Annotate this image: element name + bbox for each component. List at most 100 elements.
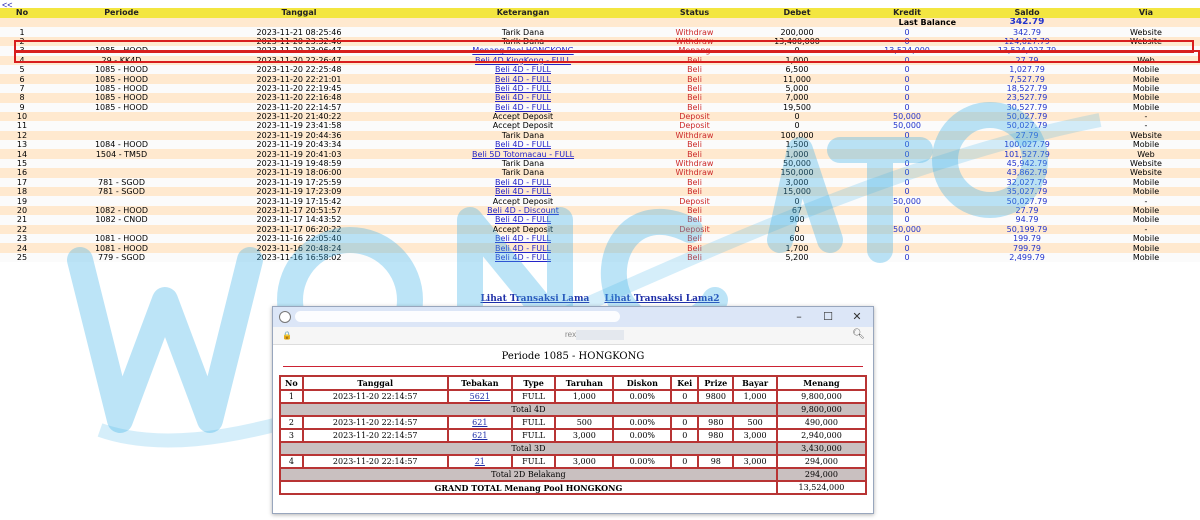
bet-detail-link[interactable]: Beli 4D - FULL: [495, 74, 551, 84]
cell-debet: 0: [742, 111, 852, 122]
cell-via: Mobile: [1092, 74, 1200, 84]
bet-detail-link[interactable]: Beli 4D - FULL: [495, 102, 551, 112]
detail-header-row: No Tanggal Tebakan Type Taruhan Diskon K…: [279, 375, 868, 391]
table-row: 8 1085 - HOOD 2023-11-20 22:16:48 Beli 4D -…: [0, 93, 1200, 103]
popup-title: Periode 1085 - HONGKONG: [501, 351, 645, 362]
cell-saldo: 30,527.79: [962, 102, 1092, 112]
cell-ket: Accept Deposit: [399, 111, 647, 122]
cell-kredit: 0: [852, 102, 962, 112]
last-balance-row: Last Balance 342.79: [0, 18, 1200, 28]
table-row: 19 2023-11-19 17:15:42 Accept Deposit Depos…: [0, 196, 1200, 206]
cell-tanggal: 2023-11-20 21:40:22: [199, 111, 399, 122]
bet-detail-link[interactable]: Beli 5D Totomacau - FULL: [471, 149, 575, 159]
cell-tanggal: 2023-11-19 20:43:34: [199, 140, 399, 150]
cell-no: 10: [0, 111, 44, 122]
cell-no: 5: [0, 64, 44, 75]
cell-via: Website: [1092, 168, 1200, 178]
group-total-row: Total 2D Belakang 294,000: [279, 467, 868, 482]
cell-saldo: 27.79: [962, 130, 1092, 141]
cell-debet: 11,000: [742, 74, 852, 84]
cell-kredit: 0: [852, 187, 962, 197]
table-row: 6 1085 - HOOD 2023-11-20 22:21:01 Beli 4D -…: [0, 74, 1200, 84]
group-total-label: Total 3D: [279, 441, 778, 456]
cell-periode: [44, 27, 199, 37]
cell-ket: Tarik Dana: [399, 130, 647, 141]
window-title-redacted: [295, 311, 620, 322]
cell-saldo: 199.79: [962, 233, 1092, 244]
cell-via: -: [1092, 121, 1200, 131]
bet-detail-link[interactable]: Beli 4D - FULL: [495, 65, 551, 75]
bet-detail-link[interactable]: Beli 4D - FULL: [495, 93, 551, 103]
cell-no: 13: [0, 140, 44, 150]
cell-debet: 1,000: [742, 149, 852, 159]
detail-cell-taruhan: 3,000: [554, 454, 615, 469]
address-bar[interactable]: 🔒 rex 🔍︎: [273, 327, 873, 345]
col-debet: Debet: [742, 8, 852, 18]
detail-cell-prize: 9800: [697, 389, 735, 404]
cell-periode: 1085 - HOOD: [44, 83, 199, 94]
bet-detail-table: No Tanggal Tebakan Type Taruhan Diskon K…: [279, 375, 868, 495]
cell-no: 6: [0, 74, 44, 84]
cell-kredit: 50,000: [852, 196, 962, 206]
cell-kredit: 0: [852, 233, 962, 244]
cell-periode: 1085 - HOOD: [44, 102, 199, 112]
col-periode: Periode: [44, 8, 199, 18]
cell-ket: Beli 4D KingKong - FULL: [399, 55, 647, 65]
cell-periode: [44, 130, 199, 141]
detail-cell-no: 4: [279, 454, 304, 469]
cell-tanggal: 2023-11-17 14:43:52: [199, 215, 399, 225]
cell-ket: Tarik Dana: [399, 158, 647, 169]
bet-detail-link[interactable]: Beli 4D - FULL: [495, 187, 551, 197]
cell-status: Beli: [647, 55, 742, 65]
cell-status: Beli: [647, 93, 742, 103]
cell-no: 1: [0, 27, 44, 37]
col-saldo: Saldo: [962, 8, 1092, 18]
close-icon[interactable]: ✕: [852, 310, 862, 323]
cell-saldo: 799.79: [962, 243, 1092, 253]
cell-periode: 781 - SGOD: [44, 177, 199, 188]
cell-ket: Beli 4D - FULL: [399, 215, 647, 225]
bet-detail-link[interactable]: Beli 4D - FULL: [495, 234, 551, 244]
bet-detail-link[interactable]: Beli 4D - Discount: [487, 206, 559, 215]
cell-kredit: 0: [852, 140, 962, 150]
bet-detail-link[interactable]: Beli 4D - FULL: [495, 177, 551, 187]
zoom-icon[interactable]: 🔍︎: [852, 329, 865, 340]
cell-ket: Beli 4D - FULL: [399, 102, 647, 112]
cell-via: Mobile: [1092, 83, 1200, 94]
guess-number-link[interactable]: 621: [472, 418, 488, 427]
table-row: 1 2023-11-21 08:25:46 Tarik Dana Withdraw 20…: [0, 27, 1200, 37]
cell-via: Web: [1092, 55, 1200, 65]
maximize-icon[interactable]: ☐: [823, 310, 833, 323]
group-total-label: Total 2D Belakang: [279, 467, 778, 482]
older-transactions-link[interactable]: Lihat Transaksi Lama: [480, 294, 590, 304]
cell-status: Beli: [647, 83, 742, 94]
table-header-row: No Periode Tanggal Keterangan Status Deb…: [0, 8, 1200, 18]
cell-status: Beli: [647, 140, 742, 150]
guess-number-link[interactable]: 5621: [469, 392, 490, 401]
cell-status: Withdraw: [647, 130, 742, 141]
cell-via: Mobile: [1092, 64, 1200, 75]
dcol-diskon: Diskon: [612, 375, 673, 391]
back-link[interactable]: <<: [2, 0, 13, 10]
guess-number-link[interactable]: 21: [474, 457, 485, 466]
cell-saldo: 50,199.79: [962, 224, 1092, 234]
bet-detail-link[interactable]: Beli 4D - FULL: [495, 252, 551, 262]
detail-cell-bayar: 3,000: [732, 428, 778, 443]
bet-detail-link[interactable]: Beli 4D KingKong - FULL: [474, 55, 572, 65]
bet-detail-link[interactable]: Beli 4D - FULL: [495, 83, 551, 93]
cell-no: 21: [0, 215, 44, 225]
dcol-kei: Kei: [670, 375, 700, 391]
detail-cell-no: 3: [279, 428, 304, 443]
detail-cell-no: 1: [279, 389, 304, 404]
cell-debet: 6,500: [742, 64, 852, 75]
bet-detail-link[interactable]: Beli 4D - FULL: [495, 243, 551, 253]
guess-number-link[interactable]: 621: [472, 431, 488, 440]
minimize-icon[interactable]: –: [796, 310, 802, 323]
cell-no: 23: [0, 233, 44, 244]
cell-debet: 600: [742, 233, 852, 244]
cell-ket: Beli 4D - FULL: [399, 252, 647, 263]
bet-detail-link[interactable]: Beli 4D - FULL: [495, 215, 551, 225]
older-transactions-link-2[interactable]: Lihat Transaksi Lama2: [604, 294, 720, 304]
cell-periode: [44, 158, 199, 169]
bet-detail-link[interactable]: Beli 4D - FULL: [495, 140, 551, 150]
